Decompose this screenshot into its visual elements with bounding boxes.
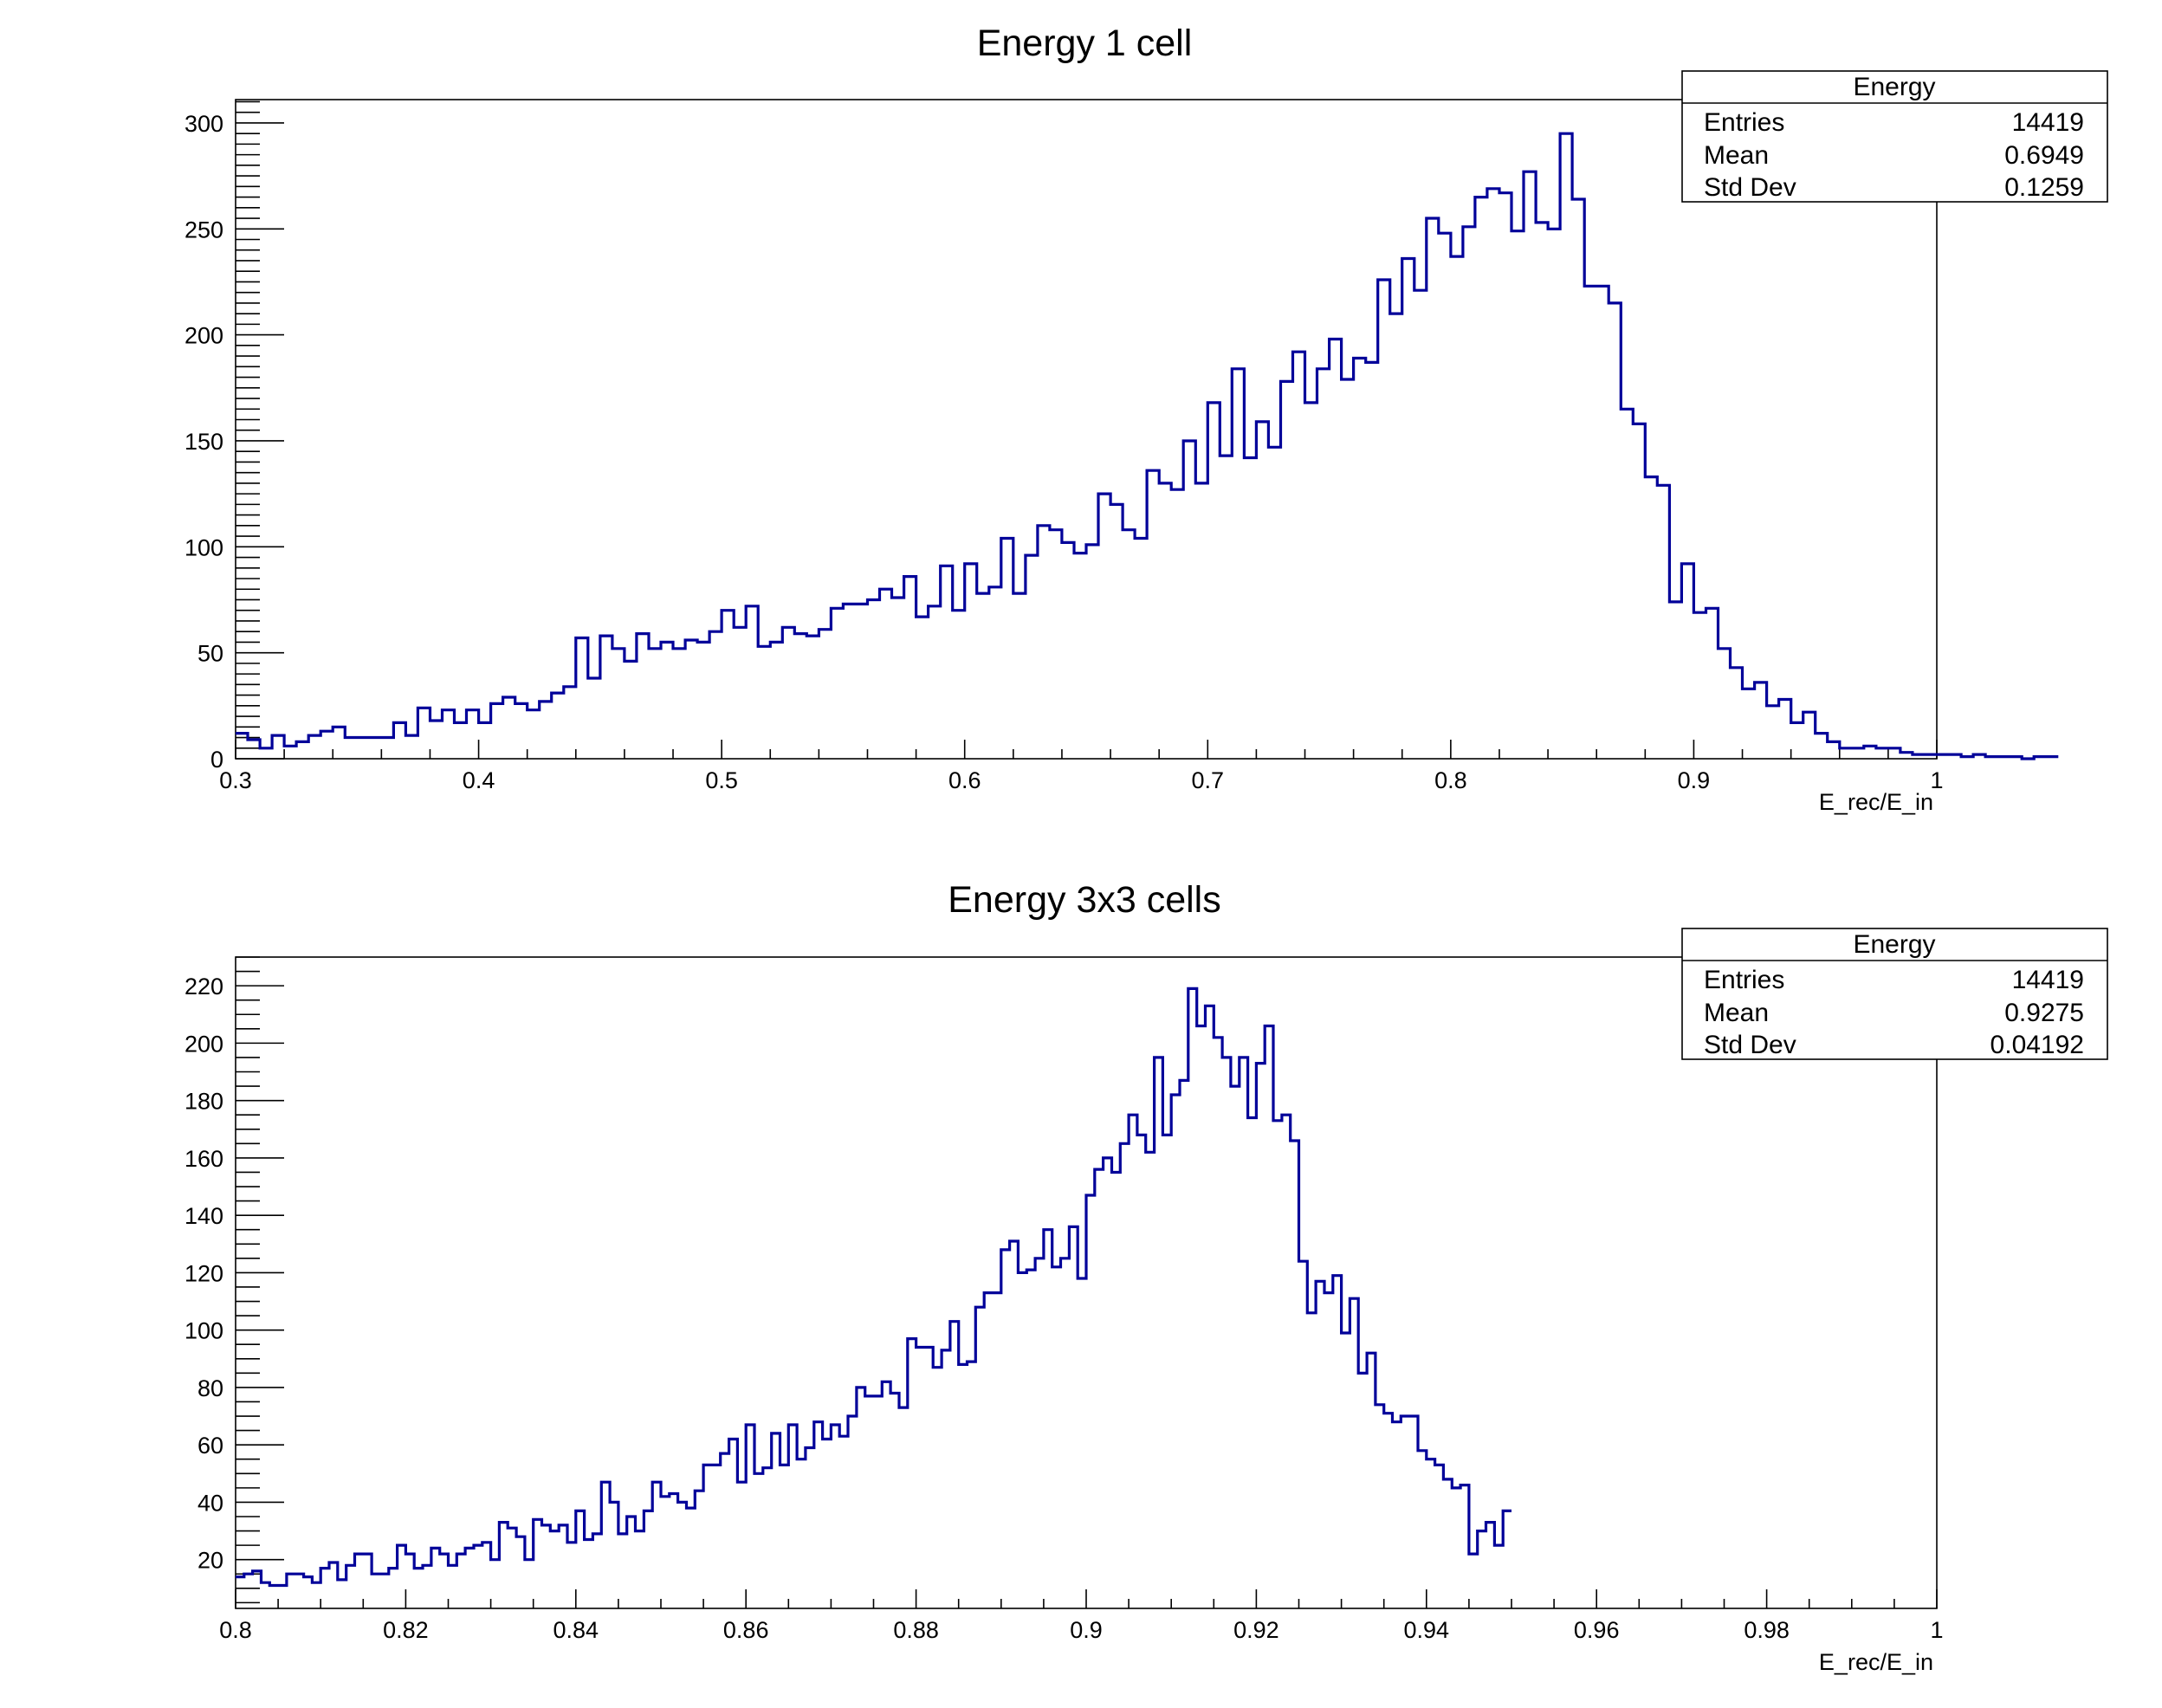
- y-tick-label: 200: [184, 1031, 223, 1057]
- x-tick-label: 0.4: [463, 767, 495, 793]
- y-tick-label: 150: [184, 429, 223, 455]
- stats-mean-label: Mean: [1704, 999, 1769, 1027]
- x-tick-label: 0.88: [893, 1617, 939, 1643]
- tick-labels: 0.3 0.4 0.5 0.6 0.7 0.8 0.9 1 0 50 100 150 200 250 300: [184, 111, 1944, 793]
- stats-mean-value: 0.6949: [2004, 141, 2084, 170]
- x-tick-label: 1: [1930, 1617, 1943, 1643]
- x-tick-label: 0.82: [383, 1617, 429, 1643]
- stats-header: Energy: [1853, 73, 1935, 101]
- stats-stddev-value: 0.04192: [1990, 1031, 2084, 1059]
- stats-box-frame: [1681, 70, 2108, 203]
- stats-header: Energy: [1853, 930, 1935, 959]
- x-tick-label: 1: [1930, 767, 1943, 793]
- stats-box: Energy Entries 14419 Mean 0.6949 Std Dev…: [1681, 70, 2108, 203]
- stats-box: Energy Entries 14419 Mean 0.9275 Std Dev…: [1681, 928, 2108, 1060]
- stats-stddev-label: Std Dev: [1704, 173, 1796, 202]
- y-tick-label: 80: [197, 1375, 223, 1401]
- y-tick-label: 0: [210, 747, 223, 773]
- y-tick-label: 20: [197, 1548, 223, 1574]
- x-axis-label: E_rec/E_in: [1819, 1649, 1933, 1675]
- y-tick-label: 100: [184, 534, 223, 560]
- stats-entries-value: 14419: [2012, 108, 2084, 137]
- stats-box-frame: [1681, 928, 2108, 1060]
- x-tick-label: 0.98: [1744, 1617, 1790, 1643]
- stats-mean-label: Mean: [1704, 141, 1769, 170]
- x-tick-label: 0.6: [948, 767, 981, 793]
- y-tick-label: 200: [184, 323, 223, 349]
- x-tick-label: 0.5: [705, 767, 738, 793]
- stats-entries-value: 14419: [2012, 966, 2084, 994]
- y-tick-label: 160: [184, 1146, 223, 1172]
- x-tick-label: 0.96: [1574, 1617, 1620, 1643]
- histogram-line: [236, 987, 1511, 1588]
- stats-stddev-label: Std Dev: [1704, 1031, 1796, 1059]
- y-tick-label: 220: [184, 974, 223, 1000]
- y-tick-label: 300: [184, 111, 223, 137]
- tick-labels: 0.8 0.82 0.84 0.86 0.88 0.9 0.92 0.94 0.96 0.98 12…: [184, 974, 1944, 1643]
- x-tick-label: 0.92: [1233, 1617, 1279, 1643]
- stats-stddev-value: 0.1259: [2004, 173, 2084, 202]
- x-tick-label: 0.7: [1192, 767, 1225, 793]
- x-tick-label: 0.8: [1434, 767, 1467, 793]
- x-tick-label: 0.3: [219, 767, 252, 793]
- x-axis-label: E_rec/E_in: [1819, 789, 1933, 815]
- chart-title: Energy 1 cell: [977, 23, 1193, 64]
- stats-entries-label: Entries: [1704, 966, 1784, 994]
- histogram-panel-energy-3x3-cells: Energy 3x3 cells 0.8 0.82 0.84 0.86 0.88 0.9 0…: [184, 879, 2108, 1675]
- x-tick-label: 0.8: [219, 1617, 252, 1643]
- histogram-line: [236, 132, 2059, 760]
- x-tick-label: 0.94: [1404, 1617, 1450, 1643]
- axis-ticks: [235, 100, 1938, 760]
- stats-mean-value: 0.9275: [2004, 999, 2084, 1027]
- y-tick-label: 100: [184, 1318, 223, 1344]
- x-tick-label: 0.84: [553, 1617, 599, 1643]
- y-tick-label: 40: [197, 1490, 223, 1516]
- y-tick-label: 250: [184, 217, 223, 243]
- axis-ticks: [235, 956, 1938, 1608]
- chart-title: Energy 3x3 cells: [948, 879, 1221, 921]
- y-tick-label: 120: [184, 1260, 223, 1286]
- histogram-panel-energy-1-cell: Energy 1 cell 0.3 0.4 0.5 0.6 0.7 0.8 0.9 1 0 50 1…: [184, 23, 2108, 815]
- plot-frame: [235, 99, 1938, 760]
- y-tick-label: 180: [184, 1089, 223, 1115]
- x-tick-label: 0.9: [1070, 1617, 1103, 1643]
- y-tick-label: 140: [184, 1203, 223, 1229]
- y-tick-label: 50: [197, 641, 223, 667]
- x-tick-label: 0.9: [1678, 767, 1711, 793]
- x-tick-label: 0.86: [723, 1617, 769, 1643]
- stats-entries-label: Entries: [1704, 108, 1784, 137]
- y-tick-label: 60: [197, 1433, 223, 1459]
